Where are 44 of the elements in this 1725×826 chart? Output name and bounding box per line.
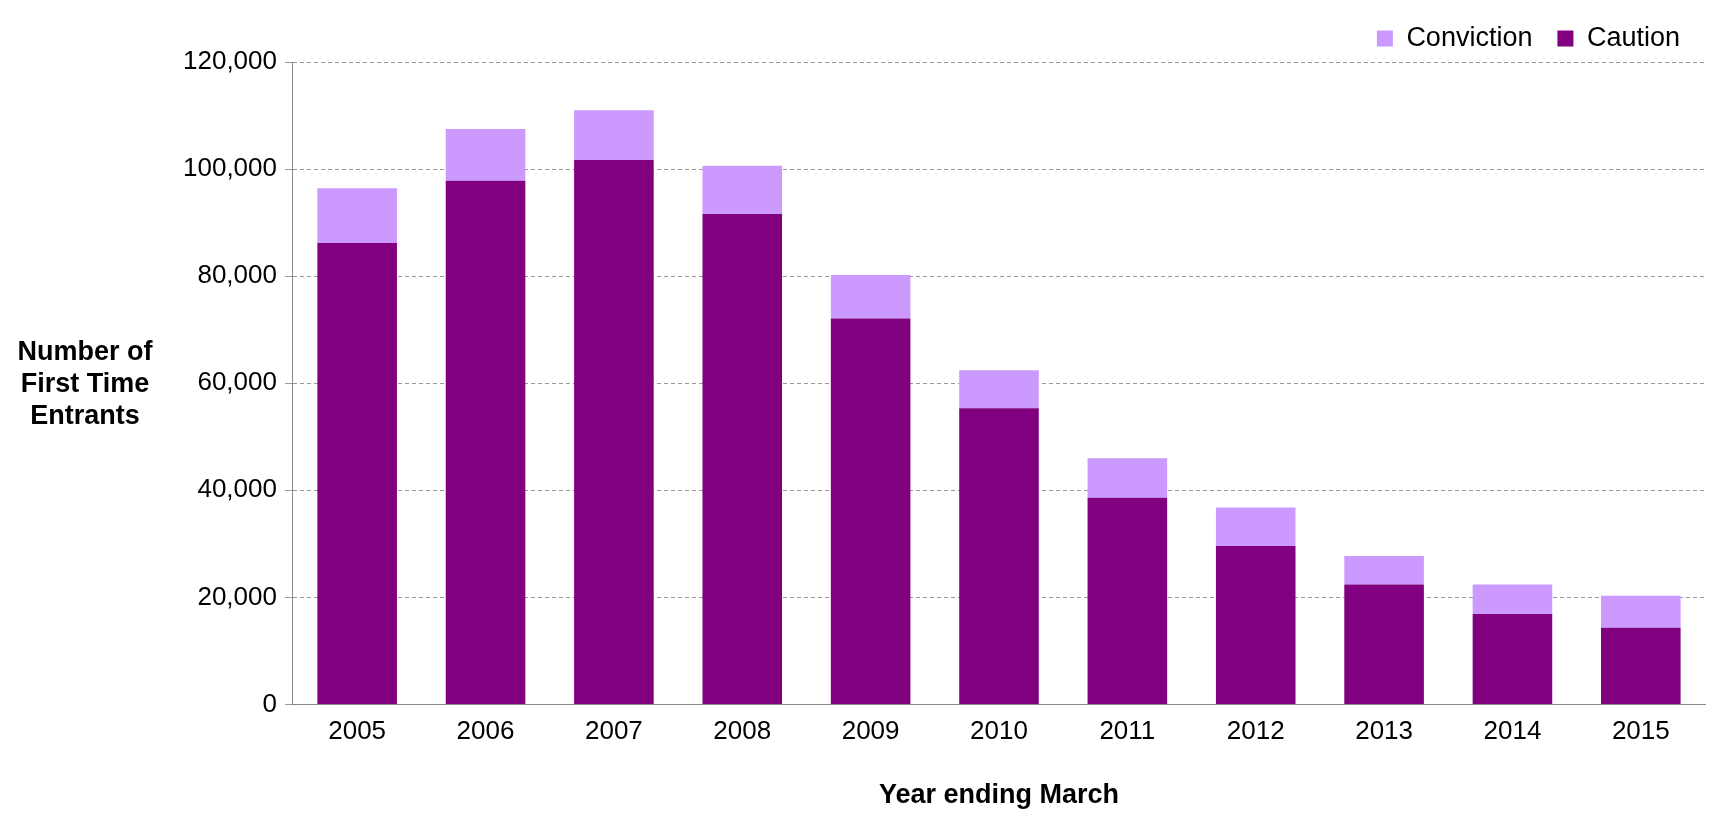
x-tick-label: 2007: [584, 715, 643, 746]
bar: [1087, 458, 1168, 498]
legend-label: Caution: [1586, 21, 1681, 52]
bar: [959, 408, 1039, 704]
bar: [1215, 545, 1296, 704]
y-axis-title: Number of First Time Entrants: [16, 335, 154, 431]
x-tick-label: 2006: [456, 715, 515, 746]
bar: [702, 165, 783, 215]
bar: [1344, 556, 1424, 585]
y-tick-label: 40,000: [197, 473, 277, 504]
bar: [317, 242, 397, 704]
x-tick-label: 2015: [1611, 715, 1670, 746]
x-tick-label: 2010: [970, 715, 1028, 746]
y-tick-label: 120,000: [183, 45, 277, 76]
x-tick-label: 2012: [1226, 715, 1285, 746]
bar: [1087, 497, 1168, 704]
x-axis-title: Year ending March: [878, 779, 1120, 810]
bar: [830, 318, 911, 704]
bar: [702, 214, 783, 704]
bar: [445, 180, 526, 704]
bar: [317, 188, 397, 243]
bar: [574, 159, 654, 704]
bar: [1344, 584, 1424, 704]
x-tick-label: 2013: [1355, 715, 1414, 746]
x-tick-label: 2005: [328, 715, 387, 746]
x-tick-label: 2009: [841, 715, 900, 746]
y-tick-label: 0: [262, 687, 277, 718]
y-tick-label: 20,000: [197, 580, 277, 611]
bar: [830, 275, 911, 319]
x-tick-label: 2011: [1099, 715, 1156, 746]
bar: [445, 128, 526, 181]
y-tick-label: 60,000: [197, 366, 277, 397]
bar: [959, 370, 1039, 409]
legend-label: Conviction: [1406, 21, 1533, 52]
bar: [1601, 627, 1681, 704]
bar: [1472, 613, 1553, 704]
y-tick-label: 80,000: [197, 259, 277, 290]
bar: [1215, 507, 1296, 546]
bar: [574, 110, 654, 160]
y-tick-label: 100,000: [183, 152, 277, 183]
bar: [1601, 595, 1681, 628]
x-tick-label: 2014: [1483, 715, 1542, 746]
x-tick-label: 2008: [713, 715, 772, 746]
bar: [1472, 584, 1553, 614]
